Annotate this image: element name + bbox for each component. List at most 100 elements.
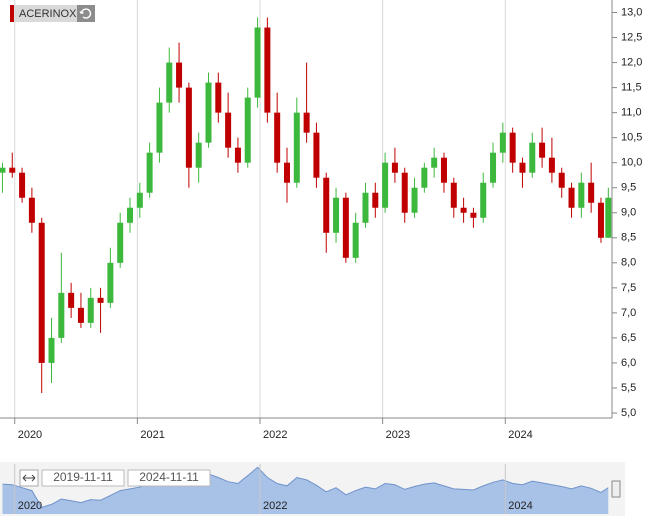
x-tick-label: 2021 (140, 429, 164, 441)
candle-body (372, 192, 379, 208)
candle-body (401, 172, 408, 213)
legend-label: ACERINOX (19, 8, 77, 20)
y-tick-label: 9,5 (621, 182, 636, 194)
refresh-button[interactable] (77, 5, 95, 22)
candle-body (117, 222, 124, 263)
candle-body (48, 337, 55, 363)
legend-box[interactable] (15, 5, 95, 22)
navigator-tick-label: 2024 (508, 500, 532, 512)
y-tick-label: 12,0 (621, 56, 642, 68)
candle-body (605, 197, 612, 238)
candle-body (588, 182, 595, 203)
y-tick-label: 8,5 (621, 232, 636, 244)
candle-body (166, 62, 173, 103)
y-tick-label: 5,0 (621, 407, 636, 419)
candle-body (499, 132, 506, 153)
y-tick-label: 10,0 (621, 157, 642, 169)
candle-body (382, 162, 389, 208)
candle-body (323, 177, 330, 233)
candle-body (333, 197, 340, 233)
x-tick-label: 2023 (386, 429, 410, 441)
candle-body (362, 192, 369, 223)
candle-body (58, 292, 65, 338)
candle-body (519, 162, 526, 173)
candle-body (529, 142, 536, 173)
y-tick-label: 9,0 (621, 207, 636, 219)
y-tick-label: 13,0 (621, 6, 642, 18)
candle-body (77, 307, 84, 323)
y-tick-label: 11,5 (621, 82, 642, 94)
candle-body (146, 152, 153, 193)
y-tick-label: 7,5 (621, 282, 636, 294)
candle-body (205, 82, 212, 143)
navigator-line (2, 466, 609, 508)
y-tick-label: 5,5 (621, 382, 636, 394)
x-tick-label: 2024 (508, 429, 532, 441)
candle-body (87, 297, 94, 323)
y-tick-label: 6,5 (621, 332, 636, 344)
candle-body (107, 262, 114, 303)
candle-body (342, 197, 349, 258)
y-tick-label: 12,5 (621, 31, 642, 43)
candle-body (558, 172, 565, 188)
candle-body (38, 222, 45, 363)
candle-body (19, 172, 26, 198)
candle-body (264, 27, 271, 113)
refresh-icon (79, 8, 92, 19)
candle-body (293, 112, 300, 183)
candle-body (490, 152, 497, 183)
candle-body (97, 297, 104, 303)
y-tick-label: 11,0 (621, 107, 642, 119)
range-label: 2024-11-11 (139, 470, 199, 484)
range-icon (22, 474, 36, 482)
candle-body (539, 142, 546, 158)
candle-body (156, 102, 163, 153)
candle-body (234, 147, 241, 163)
candle-body (568, 187, 575, 208)
candle-body (244, 97, 251, 163)
y-tick-label: 6,0 (621, 357, 636, 369)
legend-swatch (10, 5, 14, 22)
navigator-handle[interactable] (611, 480, 621, 498)
candle-body (9, 167, 16, 173)
navigator-tick-label: 2020 (18, 500, 42, 512)
navigator-area (2, 467, 609, 514)
candle-body (283, 162, 290, 183)
candle-body (440, 157, 447, 183)
range-input[interactable] (41, 469, 125, 487)
y-tick-label: 10,5 (621, 132, 642, 144)
candle-body (225, 112, 232, 148)
candle-body (313, 132, 320, 178)
candle-body (352, 222, 359, 258)
candle-body (136, 192, 143, 208)
candle-body (185, 87, 192, 168)
x-tick-label: 2022 (263, 429, 287, 441)
candle-body (28, 197, 35, 223)
range-input[interactable] (127, 469, 211, 487)
candle-body (254, 27, 261, 98)
y-tick-label: 7,0 (621, 307, 636, 319)
range-label: 2019-11-11 (53, 470, 113, 484)
x-tick-label: 2020 (18, 429, 42, 441)
candle-body (127, 207, 134, 223)
candle-body (578, 182, 585, 208)
candle-body (470, 212, 477, 218)
candle-body (460, 207, 467, 213)
candle-body (176, 62, 183, 88)
candle-body (68, 292, 75, 308)
candle-body (597, 202, 604, 238)
candle-body (411, 187, 418, 213)
candle-body (391, 162, 398, 173)
candle-body (421, 167, 428, 188)
candle-body (548, 157, 555, 173)
y-tick-label: 8,0 (621, 257, 636, 269)
candle-body (274, 112, 281, 163)
candle-body (431, 157, 438, 168)
candle-body (303, 112, 310, 133)
candle-body (215, 82, 222, 113)
candle-body (450, 182, 457, 208)
candle-body (509, 132, 516, 163)
navigator-tick-label: 2022 (263, 500, 287, 512)
